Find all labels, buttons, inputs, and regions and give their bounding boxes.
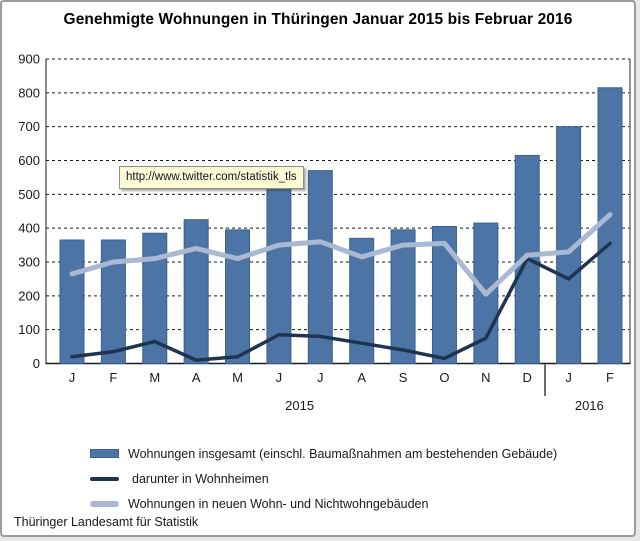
chart-title: Genehmigte Wohnungen in Thüringen Januar…: [63, 11, 573, 28]
source-label: Thüringer Landesamt für Statistik: [14, 515, 199, 529]
svg-text:500: 500: [18, 187, 40, 202]
dark-line-swatch-icon: [90, 476, 119, 481]
svg-text:J: J: [276, 370, 283, 385]
svg-text:400: 400: [18, 221, 40, 236]
legend-item-neubau: Wohnungen in neuen Wohn- und Nichtwohnge…: [90, 491, 557, 516]
svg-text:700: 700: [18, 119, 40, 134]
svg-text:0: 0: [33, 356, 40, 371]
light-line-swatch-icon: [90, 500, 119, 507]
legend: Wohnungen insgesamt (einschl. Baumaßnahm…: [90, 441, 557, 516]
legend-item-total: Wohnungen insgesamt (einschl. Baumaßnahm…: [90, 441, 557, 466]
url-tooltip: http://www.twitter.com/statistik_tls: [119, 166, 304, 189]
svg-text:2016: 2016: [575, 398, 604, 413]
bar-swatch-icon: [90, 449, 119, 458]
url-tooltip-text: http://www.twitter.com/statistik_tls: [126, 171, 297, 183]
legend-item-wohnheime: darunter in Wohnheimen: [90, 466, 557, 491]
svg-text:F: F: [606, 370, 614, 385]
svg-text:A: A: [192, 370, 201, 385]
svg-text:900: 900: [18, 52, 40, 67]
svg-text:D: D: [523, 370, 532, 385]
svg-text:O: O: [439, 370, 449, 385]
svg-text:200: 200: [18, 288, 40, 303]
svg-text:M: M: [149, 370, 160, 385]
svg-text:F: F: [109, 370, 117, 385]
svg-text:100: 100: [18, 322, 40, 337]
svg-text:800: 800: [18, 85, 40, 100]
svg-text:N: N: [481, 370, 490, 385]
svg-text:600: 600: [18, 153, 40, 168]
svg-text:J: J: [565, 370, 572, 385]
legend-label-neubau: Wohnungen in neuen Wohn- und Nichtwohnge…: [128, 496, 429, 511]
legend-label-wohnheime: darunter in Wohnheimen: [132, 471, 269, 486]
svg-text:M: M: [232, 370, 243, 385]
svg-text:J: J: [69, 370, 76, 385]
svg-text:300: 300: [18, 255, 40, 270]
svg-text:J: J: [317, 370, 324, 385]
svg-text:2015: 2015: [285, 398, 314, 413]
legend-label-total: Wohnungen insgesamt (einschl. Baumaßnahm…: [128, 446, 558, 461]
svg-text:S: S: [399, 370, 408, 385]
svg-text:A: A: [357, 370, 366, 385]
